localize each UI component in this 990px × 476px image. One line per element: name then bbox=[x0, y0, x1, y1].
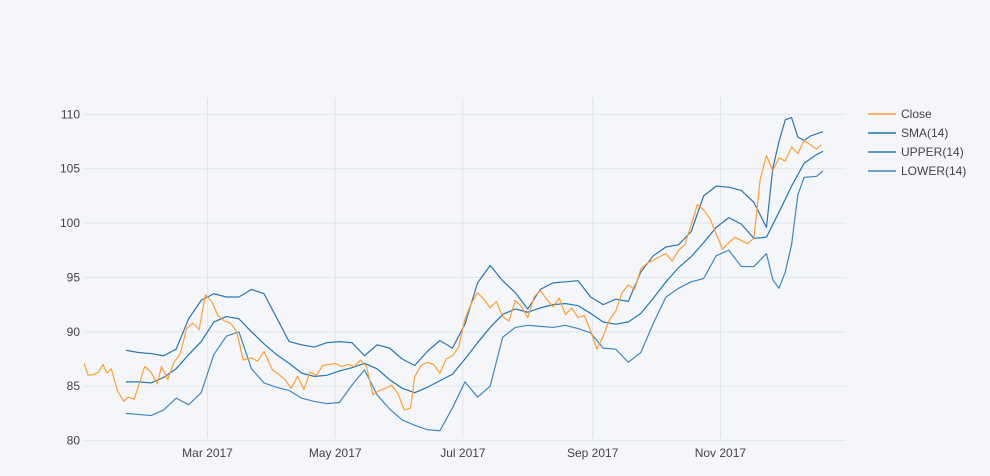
grid bbox=[84, 98, 846, 442]
y-tick-label: 110 bbox=[61, 107, 80, 121]
series-line-lower-14 bbox=[125, 170, 824, 432]
series bbox=[83, 116, 824, 432]
legend-label: Close bbox=[901, 107, 932, 121]
legend-item[interactable]: Close bbox=[868, 107, 932, 121]
legend-label: UPPER(14) bbox=[901, 145, 964, 159]
y-tick-label: 85 bbox=[67, 379, 81, 393]
x-tick-label: Mar 2017 bbox=[182, 446, 233, 460]
x-axis-ticks: Mar 2017 May 2017 Jul 2017 Sep 2017 Nov 2017 bbox=[182, 446, 746, 460]
x-tick-label: Nov 2017 bbox=[695, 446, 747, 460]
legend-item[interactable]: LOWER(14) bbox=[868, 164, 966, 178]
legend-item[interactable]: SMA(14) bbox=[868, 126, 948, 140]
y-axis-ticks: 80 85 90 95 100 105 110 bbox=[60, 107, 80, 447]
series-line-upper-14 bbox=[125, 116, 824, 367]
y-tick-label: 90 bbox=[67, 325, 81, 339]
series-line-sma-14 bbox=[125, 150, 824, 394]
y-tick-label: 100 bbox=[60, 216, 80, 230]
legend-item[interactable]: UPPER(14) bbox=[868, 145, 964, 159]
series-line-close bbox=[83, 139, 822, 411]
x-tick-label: May 2017 bbox=[309, 446, 362, 460]
legend[interactable]: Close SMA(14) UPPER(14) LOWER(14) bbox=[868, 107, 966, 178]
x-tick-label: Sep 2017 bbox=[567, 446, 619, 460]
x-tick-label: Jul 2017 bbox=[440, 446, 486, 460]
legend-label: LOWER(14) bbox=[901, 164, 966, 178]
plot-background bbox=[84, 98, 846, 438]
y-tick-label: 105 bbox=[60, 162, 80, 176]
y-tick-label: 95 bbox=[67, 270, 81, 284]
y-tick-label: 80 bbox=[67, 434, 81, 448]
legend-label: SMA(14) bbox=[901, 126, 948, 140]
